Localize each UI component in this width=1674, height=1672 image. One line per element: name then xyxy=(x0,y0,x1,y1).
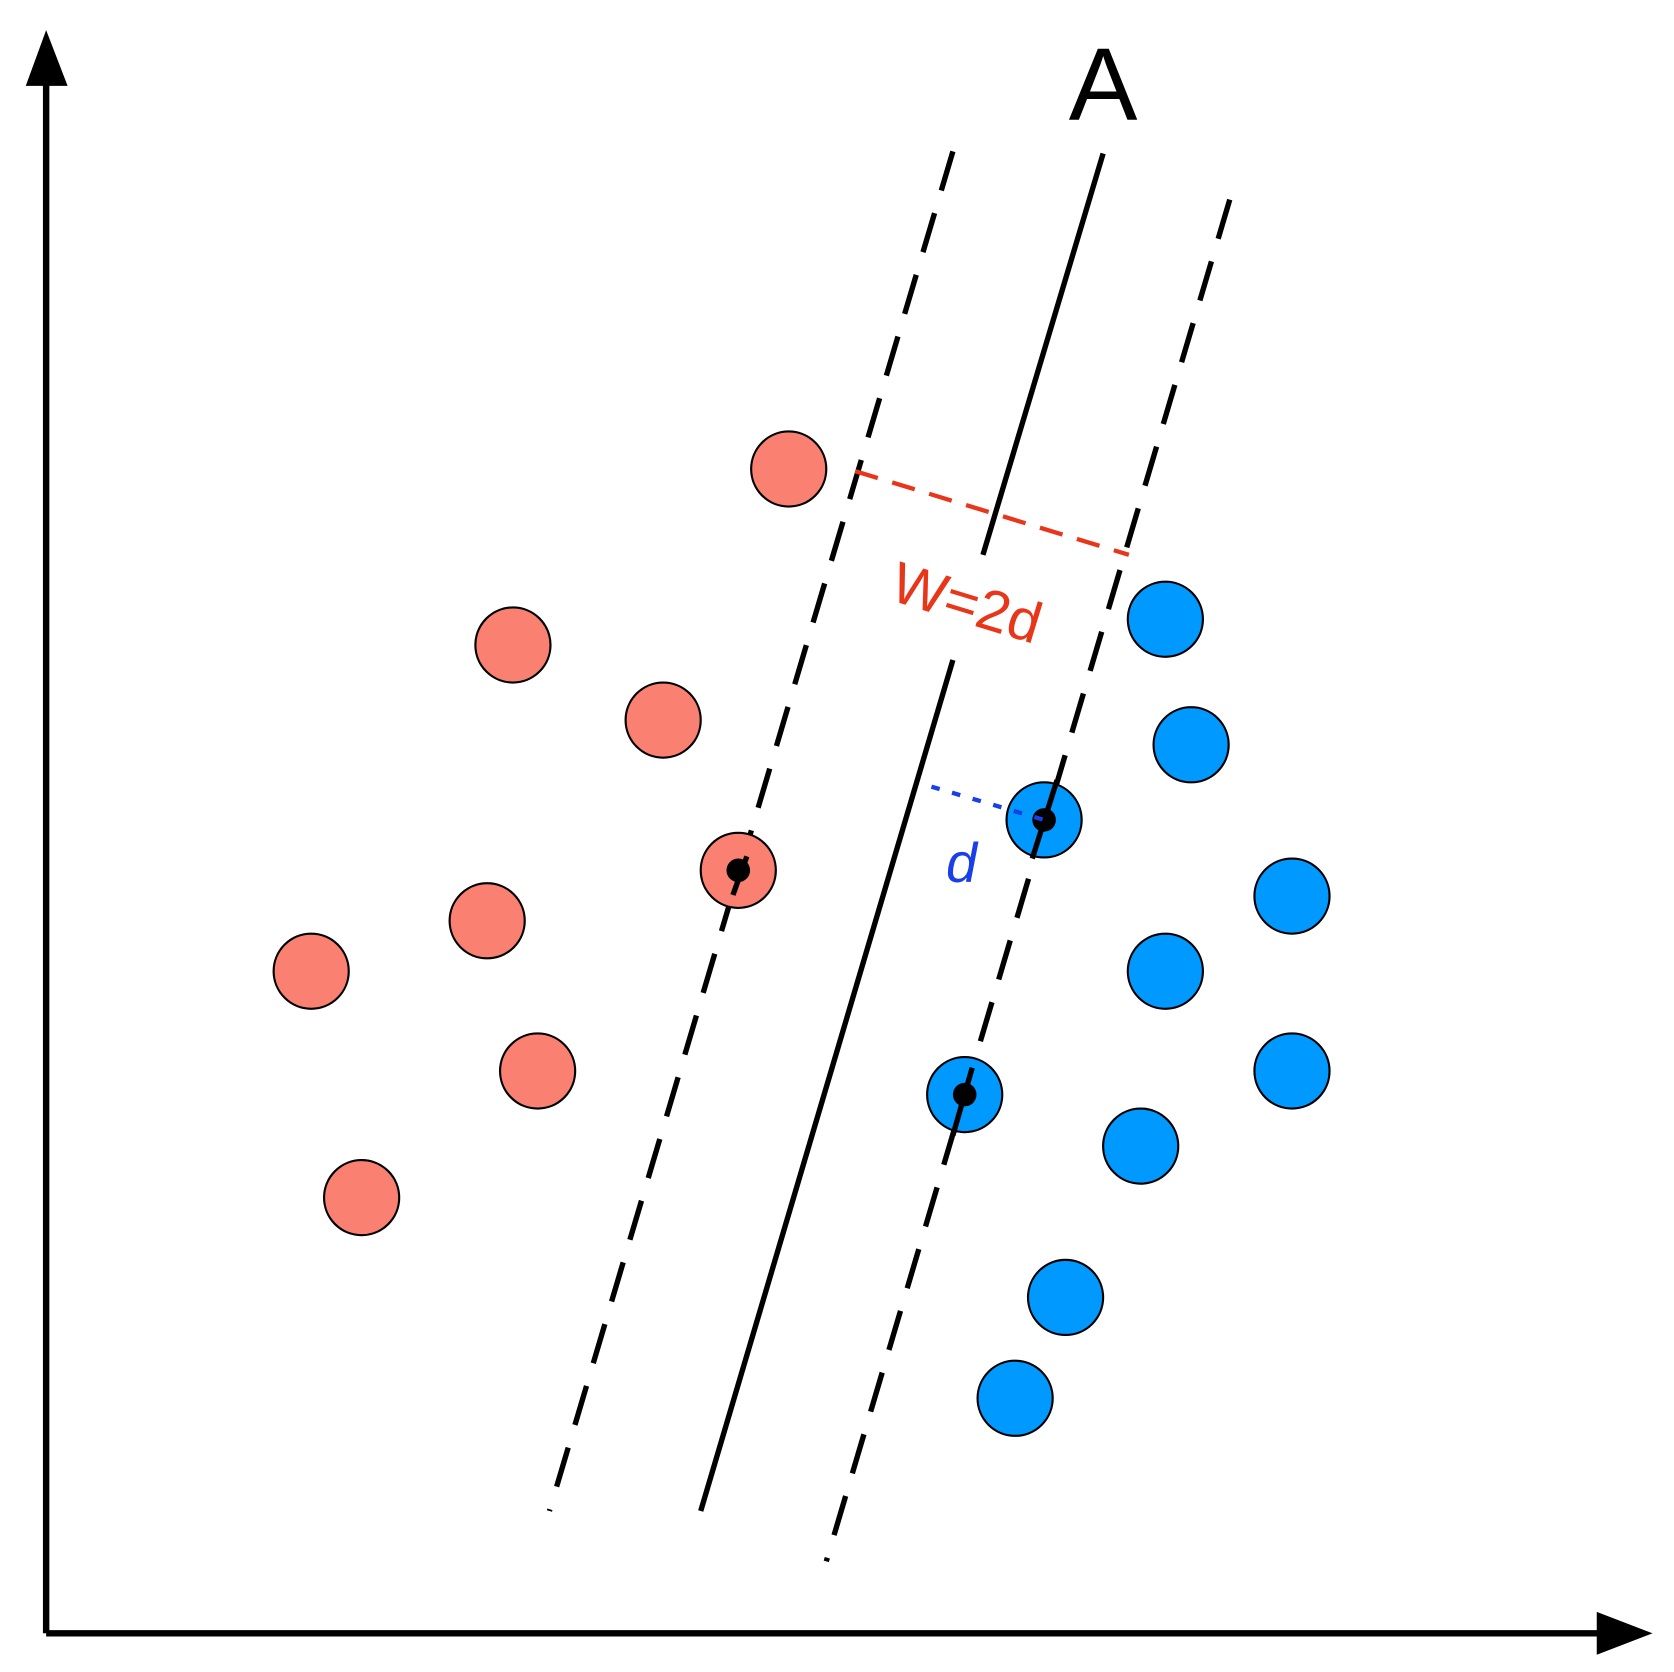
point xyxy=(750,430,828,508)
hyperplane xyxy=(980,152,1106,556)
point xyxy=(1026,1258,1105,1337)
hyperplane xyxy=(698,659,956,1512)
point xyxy=(1126,580,1204,658)
axes xyxy=(42,80,1605,1637)
point xyxy=(1253,857,1331,935)
sv-dot xyxy=(1032,808,1056,832)
point xyxy=(1102,1107,1180,1185)
left-margin xyxy=(546,150,956,1512)
sv-dot xyxy=(952,1082,977,1107)
hyperplane-label: A xyxy=(1069,27,1138,142)
point xyxy=(1253,1032,1331,1110)
right-margin xyxy=(823,198,1233,1563)
point xyxy=(322,1158,401,1237)
sv-dot xyxy=(726,858,751,883)
point xyxy=(1126,932,1204,1010)
point xyxy=(624,681,702,759)
distance-label: d xyxy=(946,831,979,894)
y-axis-arrow xyxy=(25,30,68,86)
margin-width xyxy=(854,469,1130,557)
point xyxy=(976,1359,1054,1437)
margin-label: W=2d xyxy=(884,551,1049,657)
x-axis-arrow xyxy=(1596,1611,1653,1655)
point xyxy=(498,1032,577,1110)
point xyxy=(448,882,526,960)
blue-class xyxy=(926,580,1331,1437)
red-class xyxy=(272,430,828,1237)
point xyxy=(1152,706,1230,784)
point xyxy=(474,606,552,684)
point xyxy=(272,932,350,1010)
